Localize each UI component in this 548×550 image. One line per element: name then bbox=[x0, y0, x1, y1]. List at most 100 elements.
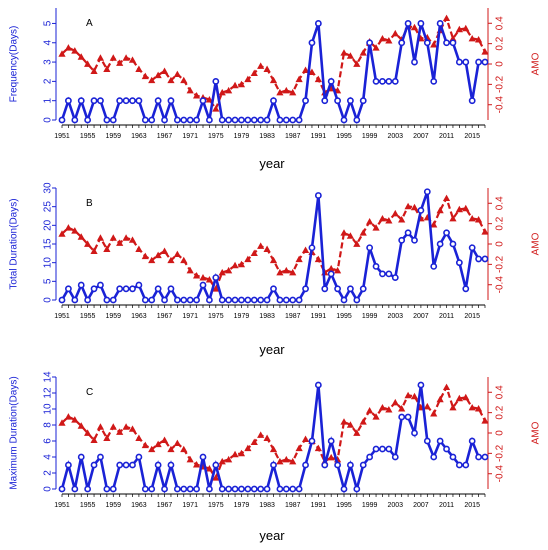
amo-point bbox=[372, 44, 380, 51]
duration-point bbox=[302, 97, 309, 105]
left-tick-label: 5 bbox=[43, 278, 54, 284]
amo-point bbox=[116, 239, 124, 246]
duration-point bbox=[65, 97, 72, 105]
right-tick-label: -0.4 bbox=[495, 465, 506, 483]
amo-point bbox=[353, 429, 361, 436]
duration-point bbox=[289, 296, 297, 304]
duration-point bbox=[199, 453, 207, 461]
duration-point bbox=[289, 116, 297, 124]
amo-point bbox=[212, 474, 220, 481]
amo-point bbox=[474, 215, 483, 223]
amo-point bbox=[276, 457, 284, 465]
left-tick-label: 25 bbox=[43, 201, 54, 213]
duration-point bbox=[430, 453, 438, 461]
duration-point bbox=[347, 461, 354, 469]
duration-point bbox=[334, 97, 341, 105]
duration-point bbox=[353, 116, 361, 124]
duration-point bbox=[161, 485, 168, 493]
amo-point bbox=[186, 86, 194, 94]
duration-point bbox=[391, 453, 399, 461]
amo-point bbox=[263, 245, 271, 252]
amo-point bbox=[148, 76, 156, 84]
amo-point bbox=[135, 245, 143, 252]
amo-point bbox=[391, 398, 399, 406]
duration-point bbox=[129, 97, 136, 105]
amo-point bbox=[167, 256, 175, 264]
duration-point bbox=[327, 77, 335, 85]
duration-point bbox=[218, 116, 226, 124]
amo-point bbox=[250, 438, 258, 446]
duration-point bbox=[404, 413, 412, 421]
amo-point bbox=[359, 229, 367, 236]
amo-point bbox=[430, 41, 438, 48]
amo-point bbox=[90, 67, 98, 75]
x-tick-label: 1951 bbox=[54, 133, 70, 140]
duration-point bbox=[436, 240, 444, 248]
duration-point bbox=[302, 285, 309, 293]
chart-panel-c: 0 2 4 6 8 10 12 14 Maximum Duration(Days) -0.4 -0.… bbox=[9, 371, 542, 543]
amo-point bbox=[295, 75, 303, 83]
x-tick-label: 1971 bbox=[182, 133, 198, 140]
duration-point bbox=[141, 116, 149, 124]
duration-point bbox=[84, 296, 92, 304]
duration-point bbox=[199, 281, 207, 289]
amo-point bbox=[109, 54, 117, 61]
amo-point bbox=[64, 224, 73, 231]
duration-point bbox=[321, 285, 329, 293]
duration-point bbox=[225, 485, 233, 493]
amo-point bbox=[250, 69, 258, 77]
amo-point bbox=[90, 436, 98, 444]
duration-point bbox=[481, 58, 489, 66]
amo-point bbox=[474, 35, 483, 43]
x-tick-label: 1979 bbox=[234, 502, 250, 509]
x-tick-label: 1979 bbox=[234, 133, 250, 140]
amo-point bbox=[391, 29, 399, 37]
amo-point bbox=[481, 417, 489, 424]
duration-point bbox=[340, 485, 348, 493]
right-tick-label: 0.2 bbox=[495, 36, 506, 50]
x-tick-label: 1959 bbox=[105, 133, 121, 140]
duration-point bbox=[97, 453, 104, 461]
duration-point bbox=[186, 485, 194, 493]
amo-point bbox=[340, 418, 348, 425]
x-tick-label: 1999 bbox=[362, 133, 378, 140]
amo-point bbox=[455, 394, 463, 402]
left-tick-label: 30 bbox=[43, 182, 54, 194]
x-tick-label: 2007 bbox=[413, 502, 429, 509]
amo-point bbox=[301, 246, 310, 253]
amo-point bbox=[442, 14, 451, 22]
amo-point bbox=[77, 233, 85, 240]
duration-point bbox=[238, 485, 245, 493]
x-tick-label: 1995 bbox=[336, 313, 352, 320]
amo-point bbox=[430, 221, 438, 228]
duration-point bbox=[385, 445, 393, 453]
duration-point bbox=[379, 445, 386, 453]
duration-point bbox=[231, 296, 239, 304]
duration-point bbox=[103, 296, 111, 304]
left-axis-label: Frequency(Days) bbox=[9, 26, 20, 103]
amo-point bbox=[231, 81, 239, 89]
duration-point bbox=[263, 296, 271, 304]
left-tick-label: 1 bbox=[43, 97, 54, 103]
x-tick-label: 1951 bbox=[54, 502, 70, 509]
duration-point bbox=[167, 97, 175, 105]
panel-letter: B bbox=[86, 198, 93, 209]
duration-point bbox=[206, 485, 213, 493]
duration-point bbox=[225, 116, 233, 124]
duration-point bbox=[71, 116, 79, 124]
duration-point bbox=[417, 206, 425, 214]
amo-point bbox=[103, 434, 111, 441]
amo-point bbox=[154, 251, 162, 259]
amo-point bbox=[462, 204, 470, 212]
duration-point bbox=[244, 296, 252, 304]
duration-point bbox=[238, 116, 245, 124]
left-tick-label: 6 bbox=[43, 438, 54, 444]
right-tick-label: -0.4 bbox=[495, 96, 506, 114]
x-tick-label: 1955 bbox=[80, 313, 96, 320]
duration-point bbox=[77, 281, 85, 289]
right-tick-label: 0.4 bbox=[495, 196, 506, 210]
amo-point bbox=[64, 413, 73, 420]
duration-point bbox=[372, 77, 380, 85]
duration-point bbox=[276, 296, 284, 304]
x-tick-label: 1999 bbox=[362, 313, 378, 320]
